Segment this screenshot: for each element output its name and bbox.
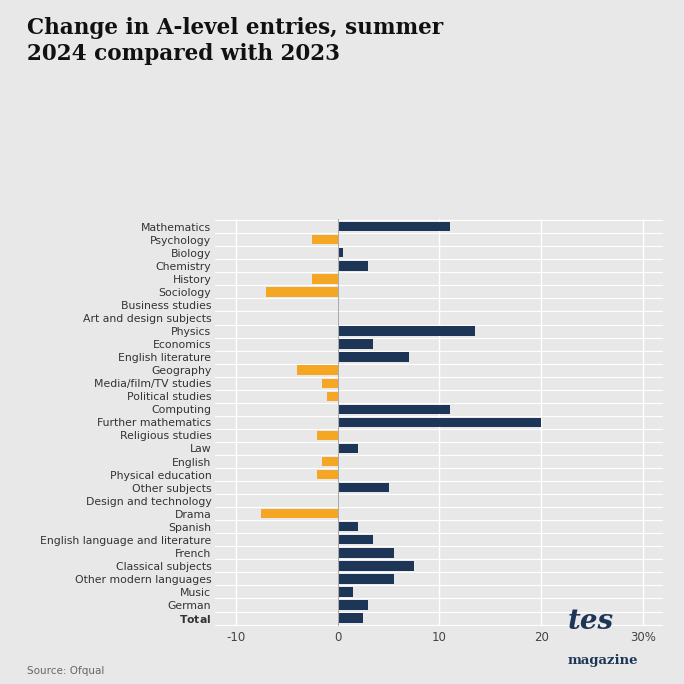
- Bar: [338, 405, 449, 414]
- Bar: [338, 248, 343, 257]
- Bar: [338, 588, 353, 596]
- Bar: [338, 444, 358, 453]
- Bar: [338, 614, 363, 622]
- Bar: [338, 574, 394, 583]
- Bar: [338, 261, 368, 271]
- Bar: [322, 457, 338, 466]
- Text: Source: Ofqual: Source: Ofqual: [27, 666, 105, 676]
- Bar: [338, 601, 368, 609]
- Text: magazine: magazine: [568, 654, 638, 667]
- Bar: [338, 339, 373, 349]
- Bar: [338, 522, 358, 531]
- Bar: [297, 365, 338, 375]
- Bar: [338, 496, 339, 505]
- Bar: [317, 470, 338, 479]
- Text: Change in A-level entries, summer
2024 compared with 2023: Change in A-level entries, summer 2024 c…: [27, 17, 443, 66]
- Bar: [266, 287, 338, 297]
- Bar: [312, 235, 338, 244]
- Bar: [338, 483, 389, 492]
- Text: tes: tes: [568, 608, 614, 635]
- Bar: [338, 535, 373, 544]
- Bar: [338, 326, 475, 336]
- Bar: [312, 274, 338, 284]
- Bar: [322, 378, 338, 388]
- Bar: [338, 561, 414, 570]
- Bar: [328, 391, 338, 401]
- Bar: [338, 352, 409, 362]
- Bar: [338, 313, 339, 323]
- Bar: [338, 418, 541, 427]
- Bar: [338, 222, 449, 231]
- Bar: [317, 431, 338, 440]
- Bar: [261, 509, 338, 518]
- Bar: [338, 548, 394, 557]
